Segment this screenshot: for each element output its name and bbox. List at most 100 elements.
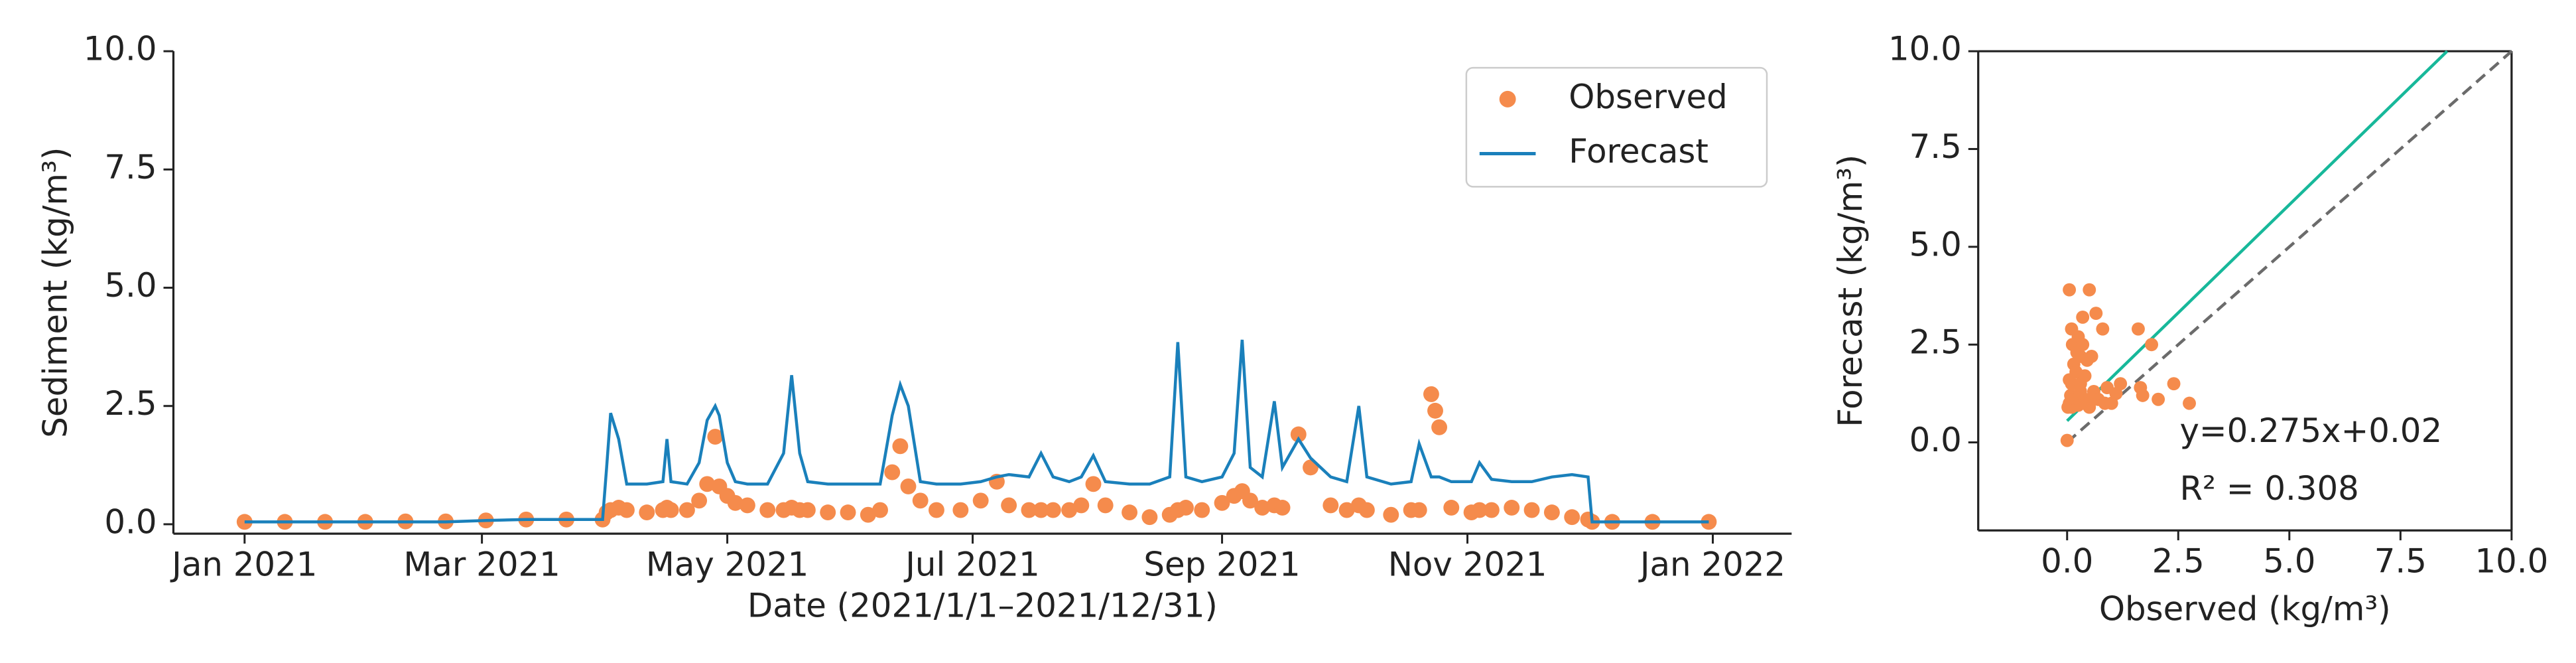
observed-point — [872, 502, 888, 518]
observed-point — [820, 504, 836, 521]
scatter-point — [2063, 283, 2077, 297]
observed-point — [884, 464, 901, 480]
observed-point — [739, 497, 755, 514]
observed-point — [1543, 504, 1560, 521]
observed-point — [912, 492, 929, 509]
observed-point — [799, 502, 816, 518]
scatter-point — [2085, 349, 2098, 363]
observed-point — [1178, 500, 1194, 516]
annotation: y=0.275x+0.02 — [2179, 411, 2442, 450]
observed-point — [1242, 492, 1258, 509]
scatter-point — [2083, 392, 2096, 406]
x-tick-label: 2.5 — [2152, 542, 2205, 580]
observed-point — [1122, 504, 1138, 521]
observed-point — [1322, 497, 1339, 514]
observed-point — [639, 504, 655, 521]
observed-point — [1085, 476, 1102, 492]
x-tick-label: 5.0 — [2263, 542, 2315, 580]
x-tick-label: Jan 2022 — [1638, 545, 1785, 583]
observed-point — [1504, 500, 1520, 516]
y-tick-label: 10.0 — [84, 30, 157, 68]
scatter-point — [2136, 388, 2150, 402]
scatter-point — [2060, 433, 2074, 447]
observed-point — [1290, 426, 1307, 443]
y-tick-label: 2.5 — [1909, 323, 1962, 362]
observed-point — [1254, 500, 1271, 516]
x-tick-label: Jul 2021 — [903, 545, 1040, 583]
observed-point — [707, 429, 724, 445]
observed-point — [1523, 502, 1540, 518]
scatter-point — [2076, 338, 2090, 352]
observed-point — [1471, 502, 1488, 518]
observed-point — [929, 502, 944, 518]
scatter-point — [2078, 369, 2092, 383]
x-tick-label: Sep 2021 — [1143, 545, 1300, 583]
observed-point — [1431, 419, 1448, 435]
observed-point — [1194, 502, 1210, 518]
observed-point — [1358, 502, 1375, 518]
x-tick-label: 0.0 — [2041, 542, 2093, 580]
annotation: R² = 0.308 — [2179, 469, 2358, 508]
scatter-point — [2114, 377, 2128, 391]
y-tick-label: 7.5 — [1909, 127, 1962, 166]
observed-point — [1411, 502, 1427, 518]
observed-point — [1045, 502, 1061, 518]
observed-point — [727, 494, 743, 511]
identity-line — [2066, 50, 2513, 444]
observed-point — [236, 514, 253, 530]
scatter-point — [2063, 373, 2077, 387]
observed-point — [1274, 500, 1291, 516]
scatter-point — [2183, 396, 2196, 410]
y-tick-label: 5.0 — [104, 266, 157, 305]
observed-point — [1061, 502, 1078, 518]
observed-point — [699, 476, 716, 492]
scatter-point — [2152, 392, 2165, 406]
observed-point — [1021, 502, 1037, 518]
observed-point — [952, 502, 969, 518]
x-tick-label: 10.0 — [2475, 542, 2548, 580]
y-tick-label: 10.0 — [1888, 30, 1962, 68]
observed-point — [1443, 500, 1460, 516]
observed-point — [1214, 494, 1230, 511]
observed-point — [900, 478, 917, 494]
observed-point — [759, 502, 776, 518]
x-tick-label: Nov 2021 — [1388, 545, 1547, 583]
forecast-line — [244, 339, 1709, 524]
fit-line — [2066, 50, 2449, 422]
observed-point — [691, 492, 708, 509]
y-tick-label: 7.5 — [104, 148, 157, 186]
observed-point — [1141, 509, 1158, 526]
scatter-point — [2065, 322, 2079, 336]
chart-panel: 0.0 2.5 5.0 7.5 10.0 0.0 2.5 5.0 7.5 10.0 Observed… — [1831, 30, 2548, 628]
observed-point — [619, 502, 635, 518]
observed-point — [1427, 402, 1443, 419]
scatter-point — [2083, 283, 2096, 297]
observed-point — [678, 502, 695, 518]
observed-point — [1033, 502, 1049, 518]
y-tick-label: 2.5 — [104, 384, 157, 423]
legend-label: Observed — [1569, 78, 1727, 116]
y-tick-label: 0.0 — [104, 502, 157, 541]
y-tick-label: 0.0 — [1909, 421, 1962, 459]
scatter-point — [2131, 322, 2145, 336]
scatter-point — [2145, 338, 2159, 352]
observed-point — [1097, 497, 1114, 514]
y-axis-label: Sediment (kg/m³) — [36, 147, 75, 438]
x-axis-label: Date (2021/1/1–2021/12/31) — [747, 587, 1218, 625]
x-tick-label: Mar 2021 — [403, 545, 560, 583]
observed-point — [860, 506, 876, 523]
observed-point — [663, 502, 679, 518]
chart-panel: Jan 2021 Mar 2021 May 2021 Jul 2021 Sep 2021… — [36, 30, 1792, 625]
scatter-point — [2076, 311, 2090, 324]
observed-point — [892, 438, 909, 455]
scatter-point — [2089, 307, 2103, 321]
y-axis-label: Forecast (kg/m³) — [1831, 155, 1870, 427]
legend-marker — [1499, 90, 1516, 108]
x-tick-label: Jan 2021 — [170, 545, 317, 583]
observed-point — [1423, 386, 1439, 402]
y-tick-label: 5.0 — [1909, 225, 1962, 263]
legend-label: Forecast — [1569, 132, 1708, 171]
scatter-point — [2073, 385, 2087, 398]
observed-point — [1564, 509, 1580, 526]
